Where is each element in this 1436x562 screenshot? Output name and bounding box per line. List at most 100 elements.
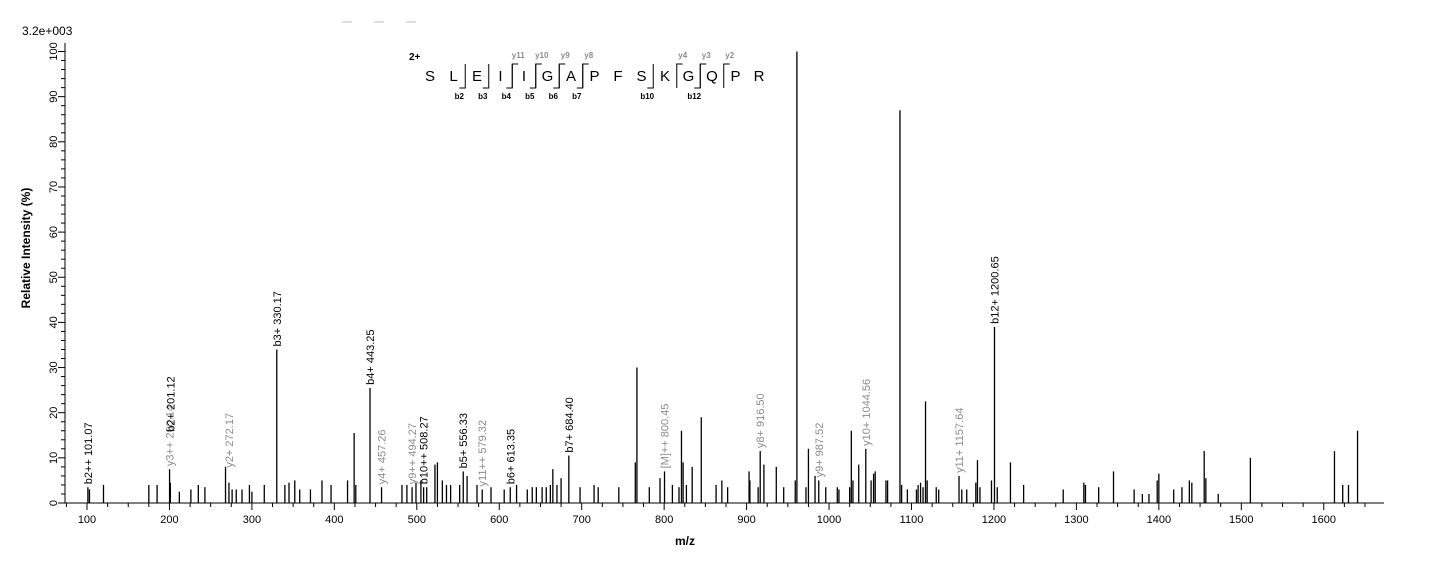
residue-letter: G: [542, 68, 554, 85]
y-tick-label: 60: [48, 226, 60, 238]
y-ion-bracket: [535, 63, 542, 88]
x-tick-label: 1600: [1312, 514, 1336, 526]
b-ion-label: b10: [640, 92, 654, 101]
b-ion-bracket: [506, 64, 513, 89]
peak-annotation: b2+ 201.12: [165, 376, 177, 431]
axes: [64, 43, 1384, 504]
y-tick-label: 80: [48, 136, 60, 148]
x-tick-label: 600: [490, 514, 508, 526]
b-ion-bracket: [647, 64, 654, 89]
y-tick-label: 0: [48, 500, 60, 506]
b-ion-bracket: [576, 64, 584, 89]
peak-annotation: b4+ 443.25: [365, 329, 377, 384]
x-tick-label: 200: [160, 514, 178, 526]
peak-annotation: [M]++ 800.45: [660, 404, 672, 469]
x-tick-label: 1000: [817, 514, 841, 526]
y-ion-label: y8: [584, 51, 593, 60]
b-ion-label: b5: [525, 92, 535, 101]
residue-letter: R: [754, 68, 765, 85]
residue-letter: G: [683, 68, 695, 85]
peak-annotation: b2++ 101.07: [83, 422, 95, 484]
peak-annotation: b12+ 1200.65: [989, 256, 1001, 324]
x-ticks: 100 200 300 400 500 600 700 800 900 1000 1100 1200 1…: [65, 503, 1366, 526]
residue-letter: S: [636, 68, 646, 85]
y-tick-label: 30: [48, 361, 60, 373]
residue-letter: L: [449, 68, 457, 85]
y-ticks: 0 10 20 30 40 50 60 70 80 90 100: [48, 42, 65, 506]
residue-letter: P: [589, 68, 599, 85]
x-tick-label: 1500: [1229, 514, 1253, 526]
peak-annotation: y3++ 200.14: [165, 405, 177, 466]
x-tick-label: 300: [243, 514, 261, 526]
y-ion-label: y4: [678, 51, 687, 60]
y-tick-label: 70: [48, 181, 60, 193]
x-tick-label: 1400: [1147, 514, 1171, 526]
b-ion-bracket: [459, 64, 466, 89]
peak-annotation: y11++ 579.32: [477, 420, 489, 486]
peaks: [87, 51, 1359, 503]
y-ion-label: y10: [535, 51, 549, 60]
peak-annotation: y2+ 272.17: [224, 413, 236, 468]
y-tick-label: 90: [48, 91, 60, 103]
y-ion-label: y3: [702, 51, 711, 60]
y-ion-bracket: [699, 63, 707, 88]
residue-letter: A: [566, 68, 576, 85]
y-ion-bracket: [723, 63, 730, 88]
x-tick-label: 400: [325, 514, 343, 526]
x-tick-label: 800: [655, 514, 673, 526]
y-tick-label: 50: [48, 271, 60, 283]
intensity-scale-label: 3.2e+003: [22, 24, 73, 38]
y-tick-label: 20: [48, 407, 60, 419]
b-ion-label: b6: [549, 92, 559, 101]
residue-letter: P: [730, 68, 740, 85]
residue-letter: I: [498, 68, 502, 85]
charge-label: 2+: [409, 52, 421, 63]
peak-annotation: b5+ 556.33: [458, 413, 470, 468]
x-tick-label: 700: [573, 514, 591, 526]
x-tick-label: 1300: [1064, 514, 1088, 526]
y-ion-bracket: [558, 63, 566, 88]
y-ion-label: y2: [725, 51, 734, 60]
y-tick-label: 10: [48, 452, 60, 464]
residue-letter: S: [425, 68, 435, 85]
peak-annotation: y8+ 916.50: [755, 393, 767, 448]
y-tick-label: 100: [48, 42, 60, 60]
peak-annotation: b3+ 330.17: [272, 291, 284, 346]
peak-annotation: y9+ 987.52: [814, 423, 826, 478]
residue-letter: E: [472, 68, 482, 85]
y-ion-bracket: [511, 63, 519, 88]
b-ion-label: b4: [502, 92, 512, 101]
peak-annotation: y11+ 1157.64: [954, 408, 966, 473]
b-ion-label: b12: [687, 92, 701, 101]
peak-annotation: b10++ 508.27: [419, 416, 431, 484]
b-ion-bracket: [694, 64, 701, 89]
y-tick-label: 40: [48, 316, 60, 328]
b-ion-bracket: [482, 64, 490, 89]
b-ion-bracket: [553, 64, 560, 89]
peak-annotation: y10+ 1044.56: [861, 379, 873, 446]
b-ion-label: b2: [455, 92, 465, 101]
b-ion-label: b7: [572, 92, 582, 101]
y-axis-title: Relative Intensity (%): [19, 188, 33, 309]
b-ion-bracket: [529, 64, 537, 89]
x-tick-label: 1100: [900, 514, 924, 526]
x-tick-label: 900: [737, 514, 755, 526]
residue-letter: Q: [706, 68, 718, 85]
peak-annotation: y4+ 457.26: [377, 429, 389, 484]
x-tick-label: 500: [408, 514, 426, 526]
peak-annotation: y9++ 494.27: [407, 423, 419, 484]
x-tick-label: 1200: [982, 514, 1006, 526]
residue-letter: K: [660, 68, 670, 85]
residue-letter: F: [613, 68, 622, 85]
y-ion-label: y11: [512, 51, 525, 60]
residue-letter: I: [522, 68, 526, 85]
peak-annotation: b7+ 684.40: [564, 397, 576, 452]
b-ion-label: b3: [478, 92, 488, 101]
x-axis-title: m/z: [675, 534, 695, 548]
y-ion-label: y9: [561, 51, 570, 60]
y-ion-bracket: [582, 63, 589, 88]
y-ion-bracket: [676, 63, 683, 88]
x-tick-label: 100: [78, 514, 96, 526]
